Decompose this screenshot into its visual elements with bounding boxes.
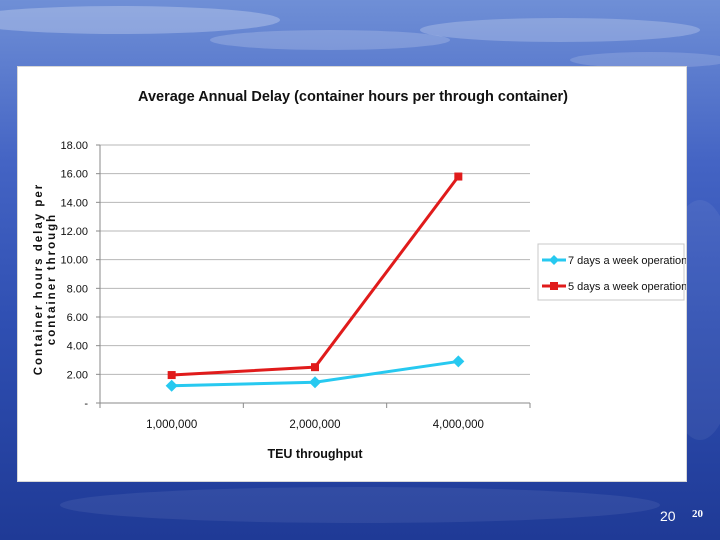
y-tick-label: 8.00 [67, 283, 88, 295]
y-tick-label: - [84, 398, 88, 410]
page-number-small: 20 [692, 508, 703, 520]
data-point-square [167, 371, 176, 380]
x-tick-label: 4,000,000 [433, 419, 484, 431]
page-number: 20 [660, 508, 676, 524]
data-point-diamond [452, 355, 465, 368]
chart-panel: - 2.00 4.00 6.00 8.00 10.00 12.00 14.00 16.00 18.… [17, 66, 687, 482]
y-axis-label-line2: container through [46, 213, 58, 345]
y-tick-label: 4.00 [67, 341, 88, 353]
y-tick-label: 6.00 [67, 312, 88, 324]
y-tick-label: 10.00 [60, 255, 88, 267]
data-point-square [454, 172, 463, 181]
legend: 7 days a week operation 5 days a week op… [537, 243, 686, 301]
data-point-square [311, 363, 319, 372]
legend-box [537, 243, 685, 301]
legend-marker-diamond [549, 255, 559, 265]
legend-label-5day: 5 days a week operation [568, 281, 686, 293]
x-tick-label: 1,000,000 [146, 419, 197, 431]
y-tick-label: 12.00 [60, 226, 88, 238]
y-axis-label-line1: Container hours delay per [33, 183, 45, 376]
legend-marker-square [550, 282, 558, 290]
y-tick-label: 2.00 [67, 369, 88, 381]
series-layer [165, 172, 465, 392]
line-chart: - 2.00 4.00 6.00 8.00 10.00 12.00 14.00 16.00 18.… [33, 89, 686, 461]
axis-layer: - 2.00 4.00 6.00 8.00 10.00 12.00 14.00 16.00 18.… [60, 140, 531, 431]
data-point-diamond [165, 379, 178, 392]
y-tick-label: 18.00 [60, 140, 88, 152]
data-point-diamond [309, 376, 321, 389]
y-tick-label: 16.00 [60, 169, 88, 181]
y-tick-label: 14.00 [60, 197, 88, 209]
x-axis-label: TEU throughput [267, 447, 363, 461]
legend-label-7day: 7 days a week operation [568, 255, 686, 267]
chart-title: Average Annual Delay (container hours pe… [138, 89, 568, 105]
x-tick-label: 2,000,000 [289, 419, 340, 431]
